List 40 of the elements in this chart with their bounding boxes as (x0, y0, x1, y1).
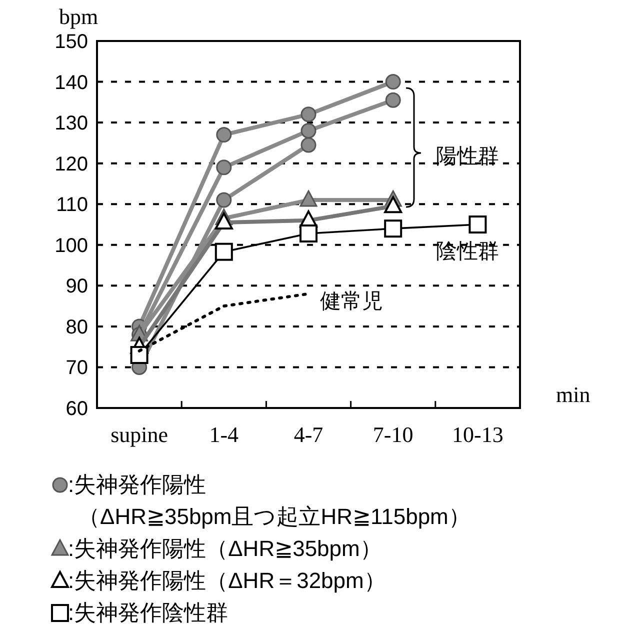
point (214, 212, 233, 230)
point (300, 122, 316, 138)
x-axis-title: min (556, 382, 590, 407)
legend-label: :失神発作陽性（ΔHR≧35bpm） (68, 536, 382, 561)
y-tick-label: 90 (66, 276, 88, 298)
y-tick-label: 80 (66, 316, 88, 338)
point (130, 346, 148, 364)
point (214, 242, 233, 261)
y-tick-label: 110 (56, 194, 88, 216)
x-tick-label: 10-13 (452, 422, 504, 447)
point (300, 190, 318, 207)
x-tick-label: 7-10 (372, 422, 414, 447)
point (216, 160, 232, 176)
annotation: 陽性群 (436, 145, 499, 168)
y-tick-label: 120 (54, 153, 88, 176)
point (300, 106, 316, 122)
legend-label: :失神発作陰性群 (68, 600, 228, 625)
point (300, 137, 316, 153)
y-tick-label: 70 (66, 357, 88, 380)
annotation: 陰性群 (436, 240, 499, 263)
y-tick-label: 130 (54, 112, 88, 135)
annotation: 健常児 (320, 290, 383, 313)
y-tick-label: 150 (54, 31, 88, 53)
y-tick-label: 60 (66, 398, 88, 420)
x-tick-label: supine (110, 422, 168, 447)
point (384, 196, 402, 214)
y-tick-label: 100 (54, 234, 88, 257)
point (216, 192, 232, 208)
legend-label: :失神発作陽性（ΔHR≧35bpm且つ起立HR≧115bpm） (68, 472, 470, 529)
legend-label: :失神発作陽性（ΔHR＝32bpm） (68, 568, 386, 593)
x-tick-label: 4-7 (294, 422, 324, 447)
point (385, 92, 401, 108)
y-tick-label: 140 (54, 72, 88, 94)
point (300, 224, 318, 242)
point (468, 216, 487, 234)
point (385, 74, 401, 90)
y-axis-title: bpm (59, 4, 98, 29)
point (384, 220, 402, 238)
point (216, 127, 232, 143)
x-tick-label: 1-4 (209, 422, 239, 447)
